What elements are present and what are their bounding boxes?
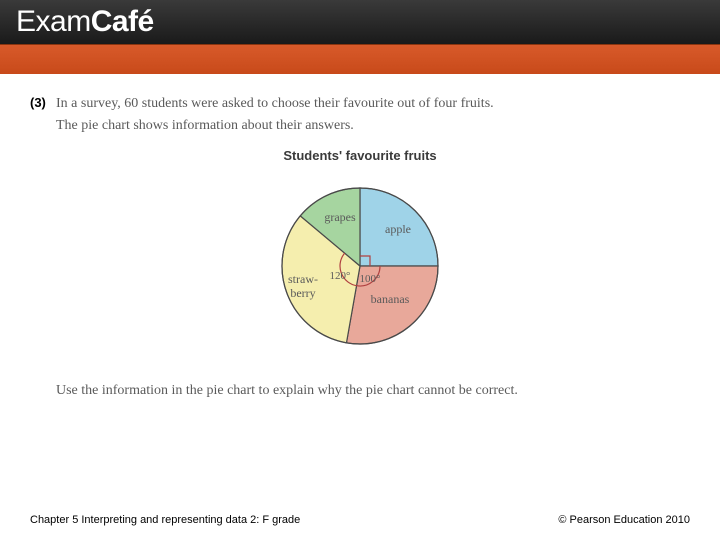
footer-right: © Pearson Education 2010 xyxy=(558,514,690,526)
chart-title: Students' favourite fruits xyxy=(30,147,690,166)
angle-text-strawberry: 120° xyxy=(330,270,351,282)
question-instruction: Use the information in the pie chart to … xyxy=(56,381,690,401)
pie-chart: apple bananas 100° straw-berry 120° grapes xyxy=(240,171,480,361)
pie-chart-wrap: apple bananas 100° straw-berry 120° grapes xyxy=(30,171,690,361)
logo-thin: Exam xyxy=(16,5,91,38)
question-number: (3) xyxy=(30,94,56,114)
header-banner: ExamCafé xyxy=(0,0,720,74)
header-stripe xyxy=(0,44,720,74)
question-line-1: In a survey, 60 students were asked to c… xyxy=(56,94,690,114)
pie-label-strawberry-1: straw- xyxy=(288,272,318,286)
pie-label-apple: apple xyxy=(385,222,411,236)
pie-label-bananas: bananas xyxy=(371,292,410,306)
pie-label-grapes: grapes xyxy=(324,210,356,224)
question-line-2: The pie chart shows information about th… xyxy=(56,116,690,136)
logo: ExamCafé xyxy=(16,5,154,39)
header-top: ExamCafé xyxy=(0,0,720,44)
angle-text-bananas: 100° xyxy=(360,273,381,285)
footer: Chapter 5 Interpreting and representing … xyxy=(30,514,690,526)
question-row: (3) In a survey, 60 students were asked … xyxy=(30,94,690,114)
content-area: (3) In a survey, 60 students were asked … xyxy=(0,74,720,402)
logo-bold: Café xyxy=(91,5,154,38)
pie-label-strawberry-2: berry xyxy=(290,286,315,300)
footer-left: Chapter 5 Interpreting and representing … xyxy=(30,514,300,526)
